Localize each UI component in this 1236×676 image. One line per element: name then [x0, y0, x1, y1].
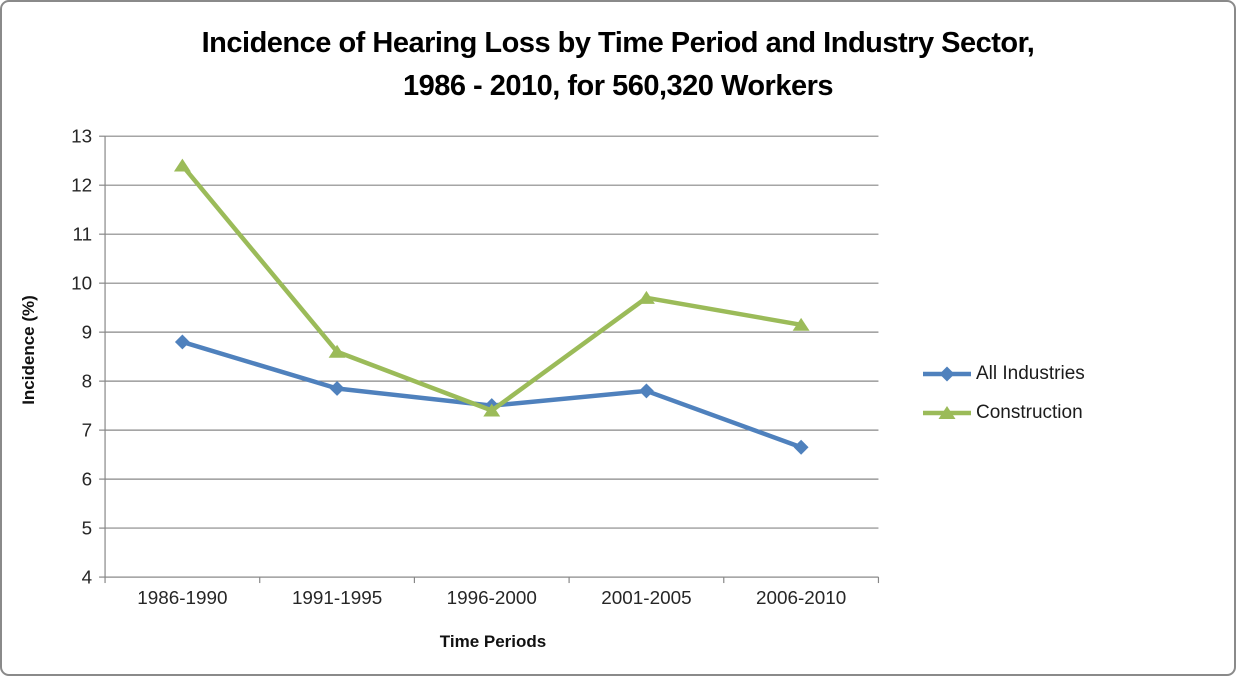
data-point-marker: [173, 158, 191, 172]
x-tick-label: 2001-2005: [601, 588, 691, 609]
legend: All Industries Construction: [923, 361, 1085, 439]
y-tick-label: 11: [73, 225, 93, 246]
x-tick-label: 1991-1995: [292, 588, 382, 609]
x-axis-title: Time Periods: [439, 632, 547, 651]
chart-title-line-1: Incidence of Hearing Loss by Time Period…: [201, 27, 1035, 59]
data-point-marker: [329, 381, 345, 396]
data-point-marker: [793, 439, 809, 455]
y-tick-label: 10: [71, 274, 92, 295]
y-tick-label: 7: [82, 421, 93, 442]
y-tick-label: 13: [71, 127, 92, 148]
chart-title-line-2: 1986 - 2010, for 560,320 Workers: [402, 70, 834, 102]
x-tick-label: 2006-2010: [756, 588, 846, 609]
y-tick-label: 8: [82, 372, 93, 393]
data-point-marker: [638, 383, 654, 399]
x-tick-label: 1986-1990: [137, 588, 227, 609]
legend-label: Construction: [976, 402, 1083, 423]
data-point-marker: [174, 334, 190, 350]
legend-item: All Industries: [923, 361, 1085, 387]
y-axis-title: Incidence (%): [19, 295, 38, 405]
x-tick-label: 1996-2000: [447, 588, 537, 609]
legend-marker: [939, 366, 955, 382]
triangle-legend-marker-icon: [923, 406, 971, 419]
chart-title: Incidence of Hearing Loss by Time Period…: [2, 22, 1234, 108]
y-tick-label: 9: [82, 323, 93, 344]
legend-label: All Industries: [976, 363, 1085, 384]
y-tick-label: 12: [71, 176, 92, 197]
series-line: [180, 163, 804, 413]
y-tick-label: 6: [82, 470, 93, 491]
diamond-legend-marker-icon: [923, 366, 971, 382]
data-point-marker: [328, 344, 346, 358]
data-point-marker: [792, 317, 810, 331]
series-line: [180, 339, 804, 450]
legend-item: Construction: [923, 400, 1085, 426]
y-tick-label: 5: [82, 519, 93, 540]
data-point-marker: [483, 403, 501, 417]
y-tick-label: 4: [82, 568, 93, 589]
data-point-marker: [637, 290, 655, 304]
legend-marker: [938, 406, 956, 419]
